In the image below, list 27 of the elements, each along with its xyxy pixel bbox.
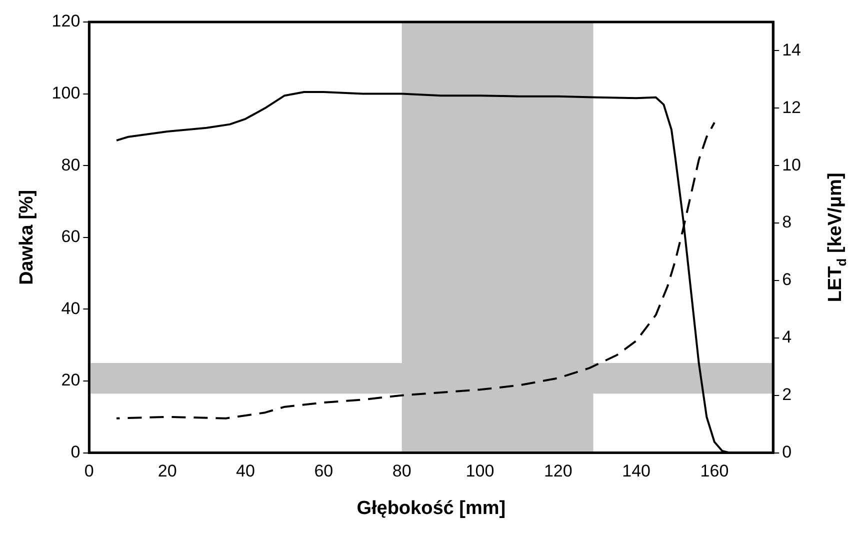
y-tick-label: 120 bbox=[52, 12, 80, 31]
x-tick-label: 120 bbox=[544, 462, 572, 481]
y-tick-label: 80 bbox=[61, 155, 80, 174]
y2-tick-label: 12 bbox=[782, 98, 802, 117]
x-tick-label: 40 bbox=[236, 462, 255, 481]
x-tick-label: 20 bbox=[158, 462, 177, 481]
y-tick-label: 40 bbox=[61, 298, 80, 318]
x-tick-label: 100 bbox=[466, 462, 494, 481]
y2-tick-label: 2 bbox=[782, 385, 792, 404]
y2-tick-label: 14 bbox=[782, 40, 802, 60]
y-tick-label: 20 bbox=[61, 370, 80, 390]
x-tick-label: 140 bbox=[622, 462, 650, 481]
y2-tick-label: 10 bbox=[782, 155, 802, 174]
y-tick-label: 0 bbox=[70, 442, 80, 462]
y2-tick-label: 4 bbox=[782, 328, 792, 347]
x-tick-label: 80 bbox=[392, 462, 412, 481]
x-tick-label: 60 bbox=[314, 462, 334, 481]
y-tick-label: 100 bbox=[52, 83, 80, 102]
x-tick-label: 160 bbox=[700, 462, 729, 481]
y2-axis-title: LETd [keV/μm] bbox=[825, 172, 849, 302]
y-tick-label: 60 bbox=[61, 227, 80, 246]
y2-tick-label: 6 bbox=[782, 270, 792, 290]
x-axis-title: Głębokość [mm] bbox=[356, 498, 506, 519]
y-axis-title: Dawka [%] bbox=[16, 190, 38, 285]
y2-tick-label: 0 bbox=[782, 442, 792, 462]
y2-tick-label: 8 bbox=[782, 212, 792, 232]
x-tick-label: 0 bbox=[84, 462, 94, 481]
